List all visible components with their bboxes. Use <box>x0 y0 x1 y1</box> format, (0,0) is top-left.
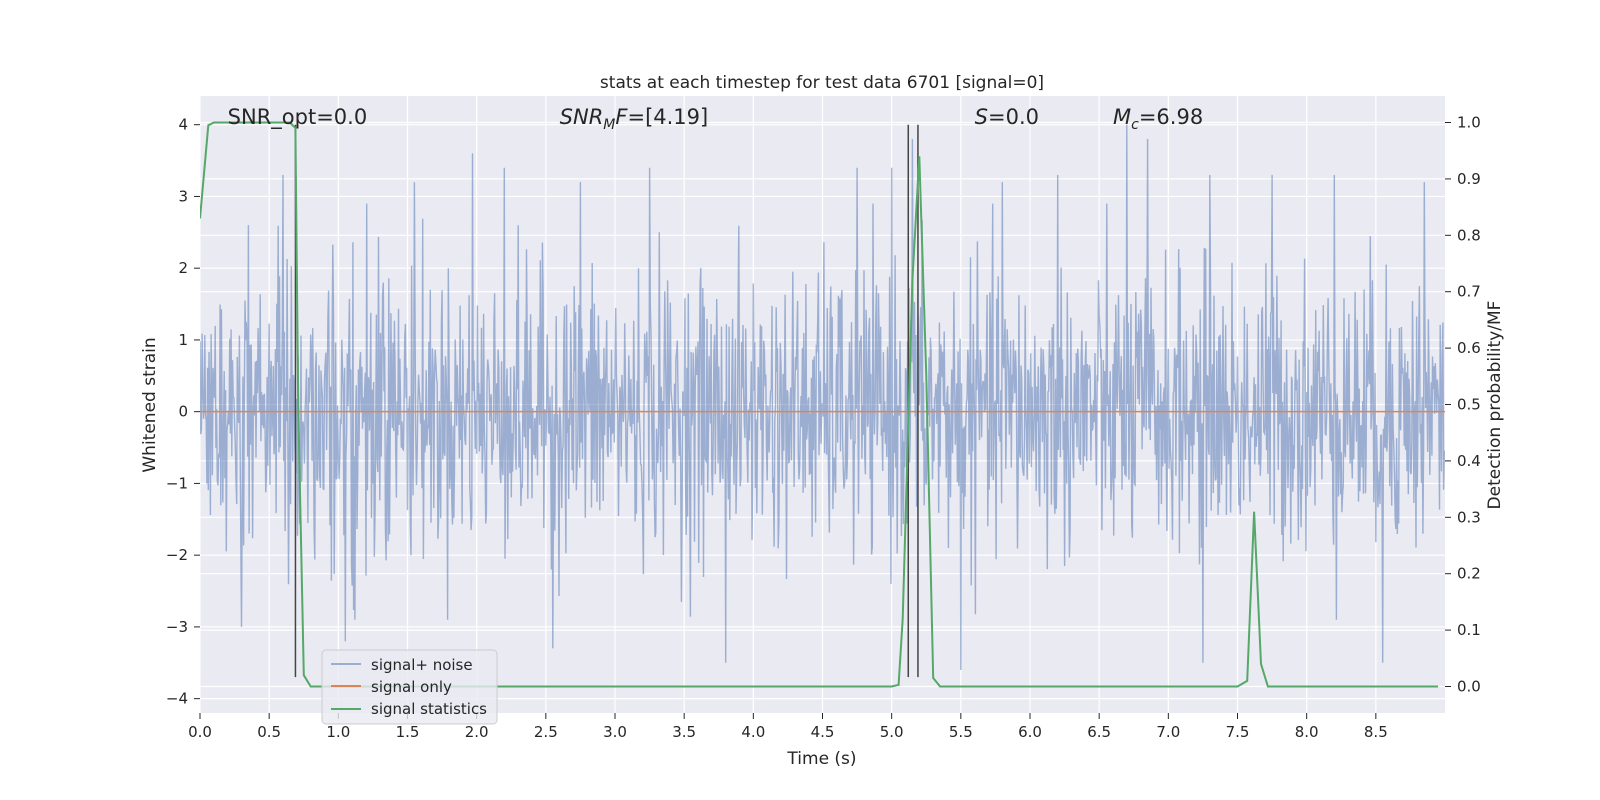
annotation-label: S=0.0 <box>975 105 1039 129</box>
signal-statistics-line <box>200 121 1439 688</box>
y-right-tick-label: 0.5 <box>1457 396 1481 414</box>
y-left-tick-label: −2 <box>166 546 188 564</box>
y-axis-left-label: Whitened strain <box>140 337 160 472</box>
x-axis-label: Time (s) <box>786 749 856 769</box>
x-tick-label: 8.0 <box>1295 723 1319 741</box>
y-left-tick-label: 0 <box>178 403 188 421</box>
x-tick-label: 3.0 <box>603 723 627 741</box>
y-right-tick-label: 0.6 <box>1457 339 1481 357</box>
y-right-tick-label: 0.9 <box>1457 170 1481 188</box>
y-right-tick-label: 0.2 <box>1457 565 1481 583</box>
series-signal-noise <box>200 124 1445 671</box>
x-tick-label: 1.5 <box>396 723 420 741</box>
legend-label-signal-only: signal only <box>371 678 452 696</box>
y-left-tick-label: −1 <box>166 474 188 492</box>
y-right-tick-label: 1.0 <box>1457 114 1481 132</box>
x-tick-label: 4.0 <box>741 723 765 741</box>
x-tick-label: 5.5 <box>949 723 973 741</box>
y-right-tick-label: 0.8 <box>1457 226 1481 244</box>
x-tick-label: 8.5 <box>1364 723 1388 741</box>
y-axis-right-ticks: 1.0 0.9 0.8 0.7 0.6 0.5 0.4 0.3 0.2 0.1 0.0 <box>1445 114 1481 695</box>
x-tick-label: 3.5 <box>672 723 696 741</box>
legend-label-signal-noise: signal+ noise <box>371 656 473 674</box>
x-tick-label: 4.5 <box>811 723 835 741</box>
y-right-tick-label: 0.4 <box>1457 452 1481 470</box>
y-left-tick-label: 4 <box>178 116 188 134</box>
legend: signal+ noise signal only signal statist… <box>321 649 498 725</box>
y-left-tick-label: 1 <box>178 331 188 349</box>
x-tick-label: 5.0 <box>880 723 904 741</box>
x-tick-label: 6.0 <box>1018 723 1042 741</box>
x-tick-label: 1.0 <box>326 723 350 741</box>
annotation-label: Mc=6.98 <box>1113 105 1203 133</box>
x-axis-ticks: 0.0 0.5 1.0 1.5 2.0 2.5 3.0 3.5 4.0 4.5 5.0 5.5 6.0 6… <box>188 713 1388 741</box>
chart-title: stats at each timestep for test data 670… <box>600 73 1044 93</box>
annotation-label: SNRMF=[4.19] <box>560 105 709 133</box>
y-left-tick-label: −4 <box>166 690 188 708</box>
y-right-tick-label: 0.3 <box>1457 508 1481 526</box>
y-left-tick-label: −3 <box>166 618 188 636</box>
x-tick-label: 6.5 <box>1087 723 1111 741</box>
x-tick-label: 2.5 <box>534 723 558 741</box>
x-tick-label: 2.0 <box>465 723 489 741</box>
annotation-label: SNR_opt=0.0 <box>228 105 368 130</box>
y-right-tick-label: 0.7 <box>1457 283 1481 301</box>
y-left-tick-label: 2 <box>178 259 188 277</box>
x-tick-label: 7.5 <box>1226 723 1250 741</box>
x-tick-label: 0.0 <box>188 723 212 741</box>
signal-noise-line <box>200 124 1445 671</box>
y-axis-right-label: Detection probability/MF <box>1485 301 1505 510</box>
y-right-tick-label: 0.1 <box>1457 621 1481 639</box>
x-tick-label: 0.5 <box>257 723 281 741</box>
series-signal-statistics <box>200 121 1439 688</box>
y-left-tick-label: 3 <box>178 187 188 205</box>
annotations: SNR_opt=0.0 SNRMF=[4.19] S=0.0 Mc=6.98 <box>228 105 1204 133</box>
y-axis-left-ticks: 4 3 2 1 0 −1 −2 −3 −4 <box>166 116 200 708</box>
legend-label-signal-statistics: signal statistics <box>371 700 487 718</box>
y-right-tick-label: 0.0 <box>1457 677 1481 695</box>
x-tick-label: 7.0 <box>1156 723 1180 741</box>
